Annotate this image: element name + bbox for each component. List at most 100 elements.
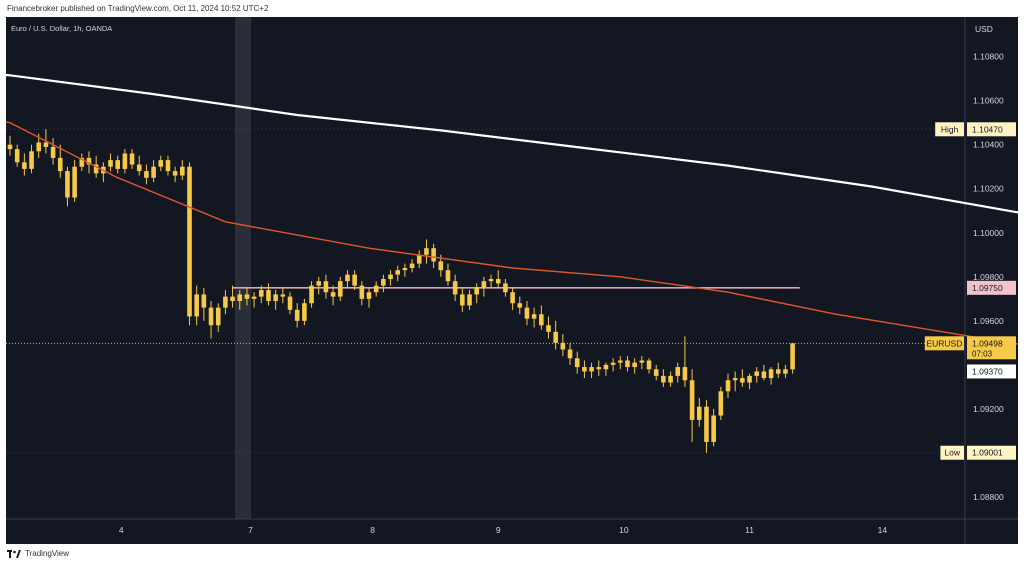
price-tag-label: High (941, 124, 959, 134)
price-tag-value: 1.10470 (972, 124, 1003, 134)
tradingview-brand[interactable]: TradingView (7, 549, 69, 558)
candle-body (625, 360, 630, 368)
candle-body (309, 285, 314, 304)
slow-moving-average-line (6, 73, 1018, 214)
candle-body (424, 248, 429, 255)
price-tick-label: 1.09600 (973, 316, 1004, 326)
currency-label: USD (975, 24, 993, 34)
price-tick-label: 1.08800 (973, 492, 1004, 502)
symbol-description: Euro / U.S. Dollar, 1h, OANDA (11, 24, 112, 33)
candle-body (266, 290, 271, 302)
candle-body (280, 294, 286, 297)
chart-panel[interactable]: 1.10800 1.10600 1.10400 1.10200 1.10000 1.098… (6, 17, 1018, 544)
publisher-bar: Financebroker published on TradingView.c… (0, 0, 1024, 17)
candle-body (29, 151, 34, 169)
candle-body (689, 380, 695, 420)
candle-body (201, 294, 207, 308)
time-axis-ticks: 4 7 8 9 10 11 14 (119, 525, 887, 535)
candle-body (402, 268, 408, 271)
candle-body (524, 307, 530, 319)
price-tick-label: 1.10000 (973, 228, 1004, 238)
time-tick-label: 7 (248, 525, 253, 535)
candle-body (718, 391, 724, 416)
chart-background (6, 17, 1018, 544)
time-tick-label: 14 (878, 525, 888, 535)
price-tag-label-box (924, 336, 964, 351)
candle-body (603, 364, 609, 370)
candle-body (129, 153, 135, 165)
candle-body (215, 307, 221, 326)
candle-body (668, 375, 673, 383)
price-tag-label-box (940, 445, 964, 460)
time-tick-label: 4 (119, 525, 124, 535)
candle-body (43, 142, 49, 147)
candle-body (165, 160, 171, 172)
candle-body (740, 378, 745, 383)
candle-body (230, 296, 235, 302)
candle-body (381, 279, 386, 286)
time-tick-label: 9 (496, 525, 501, 535)
candle-body (754, 371, 760, 376)
time-tick-label: 11 (745, 525, 754, 535)
candle-body (65, 171, 70, 198)
candle-body (567, 349, 573, 359)
candle-body (122, 153, 128, 169)
price-tag-value-box (967, 364, 1016, 379)
footer-bar (0, 544, 1024, 566)
candle-body (495, 279, 501, 284)
candle-body (582, 367, 587, 372)
candle-body (151, 166, 156, 178)
candle-body (72, 166, 77, 198)
candlestick-chart[interactable]: 1.10800 1.10600 1.10400 1.10200 1.10000 1.098… (6, 17, 1018, 544)
candle-body (180, 166, 185, 176)
candle-body (747, 375, 752, 383)
candle-body (302, 303, 307, 321)
price-tick-label: 1.10600 (973, 96, 1004, 106)
candle-body (416, 254, 422, 264)
price-tag-value-box (967, 122, 1016, 137)
candle-body (553, 331, 558, 343)
candle-body (115, 160, 120, 169)
price-tag-value: 1.09498 (972, 338, 1003, 348)
candle-body (352, 274, 357, 286)
candle-body (223, 296, 228, 308)
candle-body (546, 325, 551, 332)
candle-body (316, 281, 322, 286)
candle-body (632, 362, 637, 368)
price-tick-label: 1.10200 (973, 184, 1004, 194)
candle-body (431, 248, 436, 262)
candle-body (711, 415, 716, 442)
candle-body (574, 358, 580, 368)
price-axis-ticks: 1.10800 1.10600 1.10400 1.10200 1.10000 1.098… (973, 52, 1004, 502)
candle-body (775, 369, 781, 374)
price-tick-label: 1.10800 (973, 52, 1004, 62)
candle-body (14, 149, 20, 163)
candle-body (237, 294, 243, 302)
candle-body (517, 303, 523, 308)
candle-body (208, 307, 214, 326)
candle-body (194, 294, 199, 317)
candle-body (696, 406, 702, 420)
session-highlight (235, 17, 251, 519)
candle-body (7, 144, 13, 150)
tradingview-logo-icon (7, 549, 21, 558)
candle-body (725, 380, 731, 392)
candle-body (761, 371, 767, 379)
candle-body (732, 378, 738, 381)
candle-body (503, 283, 508, 293)
fast-moving-average-line (6, 121, 1018, 345)
candle-body (539, 314, 544, 326)
candle-body (373, 285, 379, 293)
candle-body (294, 309, 300, 321)
price-tick-label: 1.09800 (973, 272, 1004, 282)
time-tick-label: 10 (619, 525, 629, 535)
candle-body (589, 367, 594, 372)
candle-body (57, 157, 63, 172)
candle-body (596, 367, 602, 370)
candle-body (646, 360, 652, 370)
candle-body (323, 281, 329, 293)
candle-body (682, 367, 688, 381)
price-tick-label: 1.09200 (973, 404, 1004, 414)
candle-body (790, 343, 795, 370)
